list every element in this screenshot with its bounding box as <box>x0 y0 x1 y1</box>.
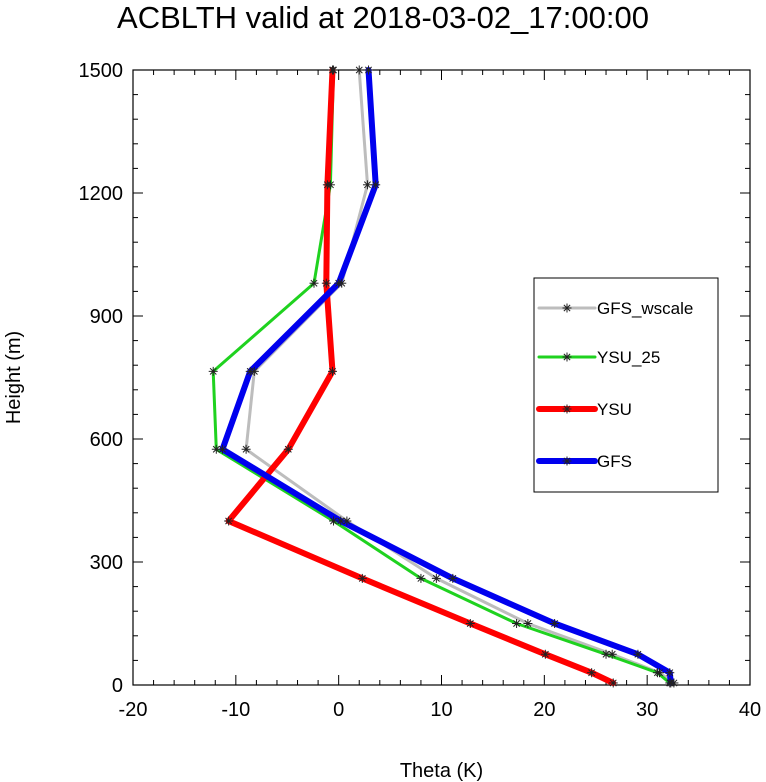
data-point-gfs-wscale <box>523 619 533 628</box>
data-point-gfs <box>633 649 643 659</box>
y-tick-label: 0 <box>112 675 123 697</box>
y-tick-label: 600 <box>90 429 123 451</box>
x-tick-label: 20 <box>533 699 555 721</box>
x-tick-label: 0 <box>333 699 344 721</box>
data-point-gfs <box>665 668 675 678</box>
data-point-ysu-25 <box>601 649 611 659</box>
data-point-gfs-wscale <box>241 444 251 454</box>
data-point-ysu <box>283 444 293 454</box>
data-point-gfs <box>448 573 458 583</box>
data-point-ysu-25 <box>208 366 218 376</box>
data-point-gfs-wscale <box>354 65 364 75</box>
x-tick-label: -20 <box>119 699 148 721</box>
data-point-gfs <box>336 516 346 526</box>
data-point-ysu <box>540 649 550 659</box>
data-point-ysu <box>327 366 337 376</box>
y-axis-label: Height (m) <box>3 331 25 424</box>
data-point-ysu <box>587 668 597 678</box>
x-tick-label: 10 <box>430 699 452 721</box>
data-point-ysu <box>322 180 332 190</box>
data-point-ysu <box>357 573 367 583</box>
data-point-ysu-25 <box>329 516 339 526</box>
data-point-ysu <box>224 516 234 526</box>
data-point-gfs <box>363 65 373 75</box>
data-point-ysu-25 <box>652 668 662 678</box>
data-point-ysu <box>327 65 337 75</box>
data-point-ysu <box>321 278 331 288</box>
y-tick-label: 1200 <box>79 183 124 205</box>
data-point-gfs <box>371 180 381 190</box>
y-tick-label: 900 <box>90 306 123 328</box>
x-tick-label: -10 <box>221 699 250 721</box>
data-point-ysu <box>608 678 618 688</box>
legend-marker-ysu <box>562 404 572 414</box>
data-point-gfs <box>550 619 560 628</box>
legend-marker-ysu-25 <box>562 352 572 362</box>
legend-box <box>533 277 719 493</box>
data-point-ysu-25 <box>416 573 426 583</box>
legend: GFS_wscale YSU_25 YSU GFS <box>533 277 719 493</box>
data-point-gfs-wscale <box>431 573 441 583</box>
data-point-ysu-25 <box>512 619 522 628</box>
data-point-ysu <box>465 619 475 628</box>
y-tick-label: 1500 <box>79 60 124 82</box>
x-tick-label: 30 <box>636 699 658 721</box>
data-point-gfs-wscale <box>362 180 372 190</box>
legend-marker-gfs-wscale <box>562 303 572 313</box>
data-point-gfs <box>245 366 255 376</box>
chart-title: ACBLTH valid at 2018-03-02_17:00:00 <box>117 0 649 35</box>
data-point-gfs <box>334 278 344 288</box>
legend-label-gfs: GFS <box>597 452 632 471</box>
data-point-gfs <box>217 444 227 454</box>
x-tick-label: 40 <box>739 699 761 721</box>
data-point-gfs <box>666 678 676 688</box>
legend-label-ysu: YSU <box>597 400 632 419</box>
data-point-ysu-25 <box>309 278 319 288</box>
x-axis-label: Theta (K) <box>400 760 483 782</box>
legend-marker-gfs <box>562 456 572 466</box>
y-tick-label: 300 <box>90 552 123 574</box>
legend-label-gfs-wscale: GFS_wscale <box>597 299 693 318</box>
legend-label-ysu-25: YSU_25 <box>597 348 660 367</box>
